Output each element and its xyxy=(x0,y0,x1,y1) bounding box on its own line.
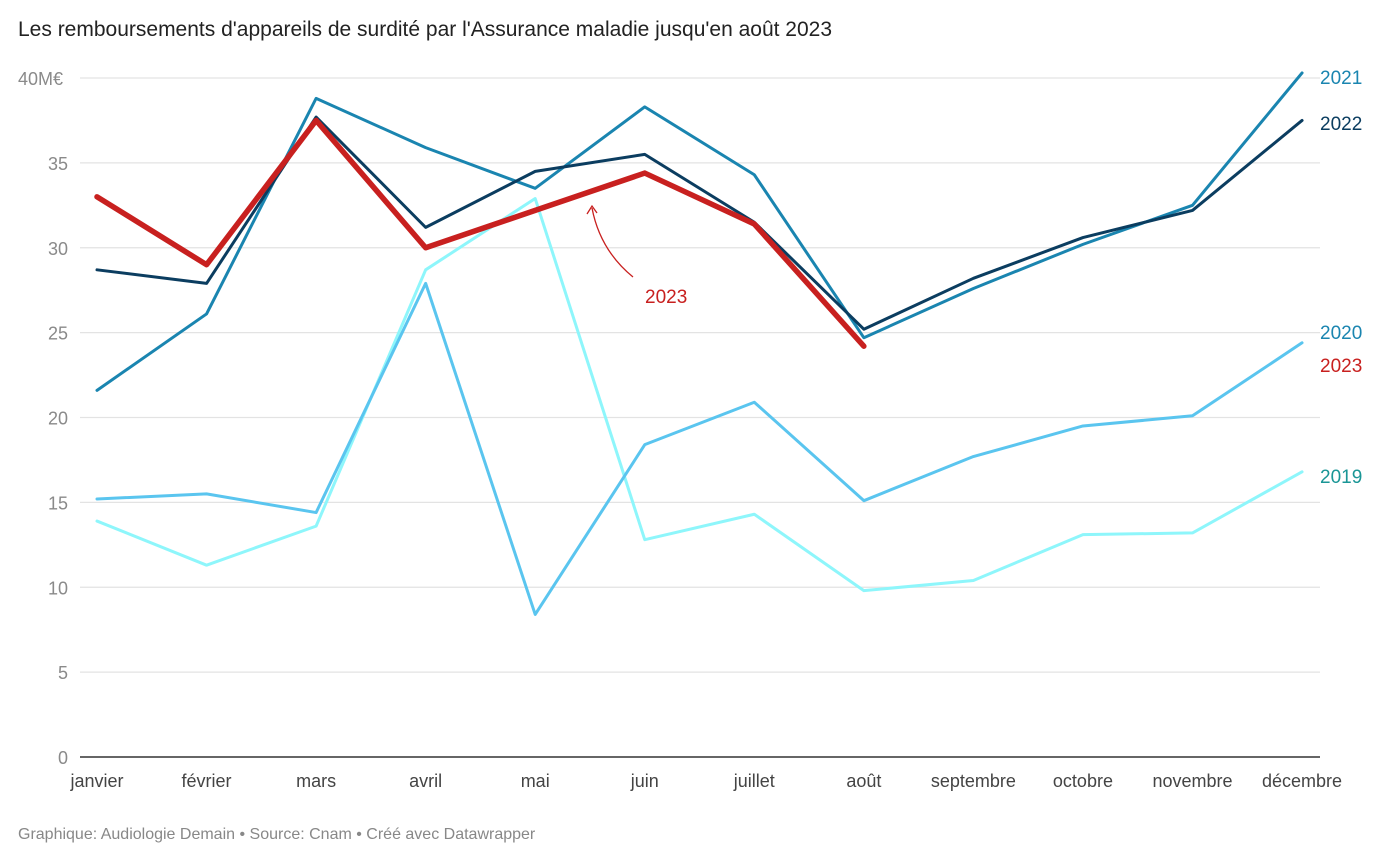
annotation-arrow xyxy=(591,207,634,278)
series-label-2023: 2023 xyxy=(1320,356,1362,377)
x-tick-label: décembre xyxy=(1262,771,1342,791)
y-tick-label: 5 xyxy=(58,663,68,683)
chart-footer: Graphique: Audiologie Demain • Source: C… xyxy=(18,826,536,843)
series-line-2023 xyxy=(94,117,867,349)
y-tick-label: 40M€ xyxy=(18,69,63,89)
y-tick-label: 10 xyxy=(48,578,68,598)
y-tick-label: 0 xyxy=(58,748,68,768)
x-tick-label: octobre xyxy=(1053,771,1113,791)
x-tick-label: novembre xyxy=(1152,771,1232,791)
x-tick-label: mai xyxy=(521,771,550,791)
annotation-label: 2023 xyxy=(645,287,687,308)
series-line-2022 xyxy=(95,115,1304,331)
x-tick-label: février xyxy=(182,771,232,791)
series-label-2019: 2019 xyxy=(1320,467,1362,488)
x-tick-label: août xyxy=(846,771,881,791)
y-tick-label: 20 xyxy=(48,409,68,429)
series-label-2020: 2020 xyxy=(1320,323,1362,344)
series-line-2020 xyxy=(95,281,1304,616)
x-tick-label: mars xyxy=(296,771,336,791)
x-tick-label: juin xyxy=(630,771,659,791)
annotation-arrowhead xyxy=(586,204,598,215)
x-tick-label: janvier xyxy=(69,771,123,791)
x-tick-label: septembre xyxy=(931,771,1016,791)
y-tick-label: 30 xyxy=(48,239,68,259)
series-label-2021: 2021 xyxy=(1320,68,1362,89)
y-tick-label: 25 xyxy=(48,324,68,344)
chart-title: Les remboursements d'appareils de surdit… xyxy=(18,18,833,41)
x-tick-label: juillet xyxy=(733,771,775,791)
series-line-2021 xyxy=(95,71,1304,392)
y-tick-label: 35 xyxy=(48,154,68,174)
x-tick-label: avril xyxy=(409,771,442,791)
series-line-2019 xyxy=(95,197,1304,593)
y-tick-label: 15 xyxy=(48,493,68,513)
series-label-2022: 2022 xyxy=(1320,114,1362,135)
